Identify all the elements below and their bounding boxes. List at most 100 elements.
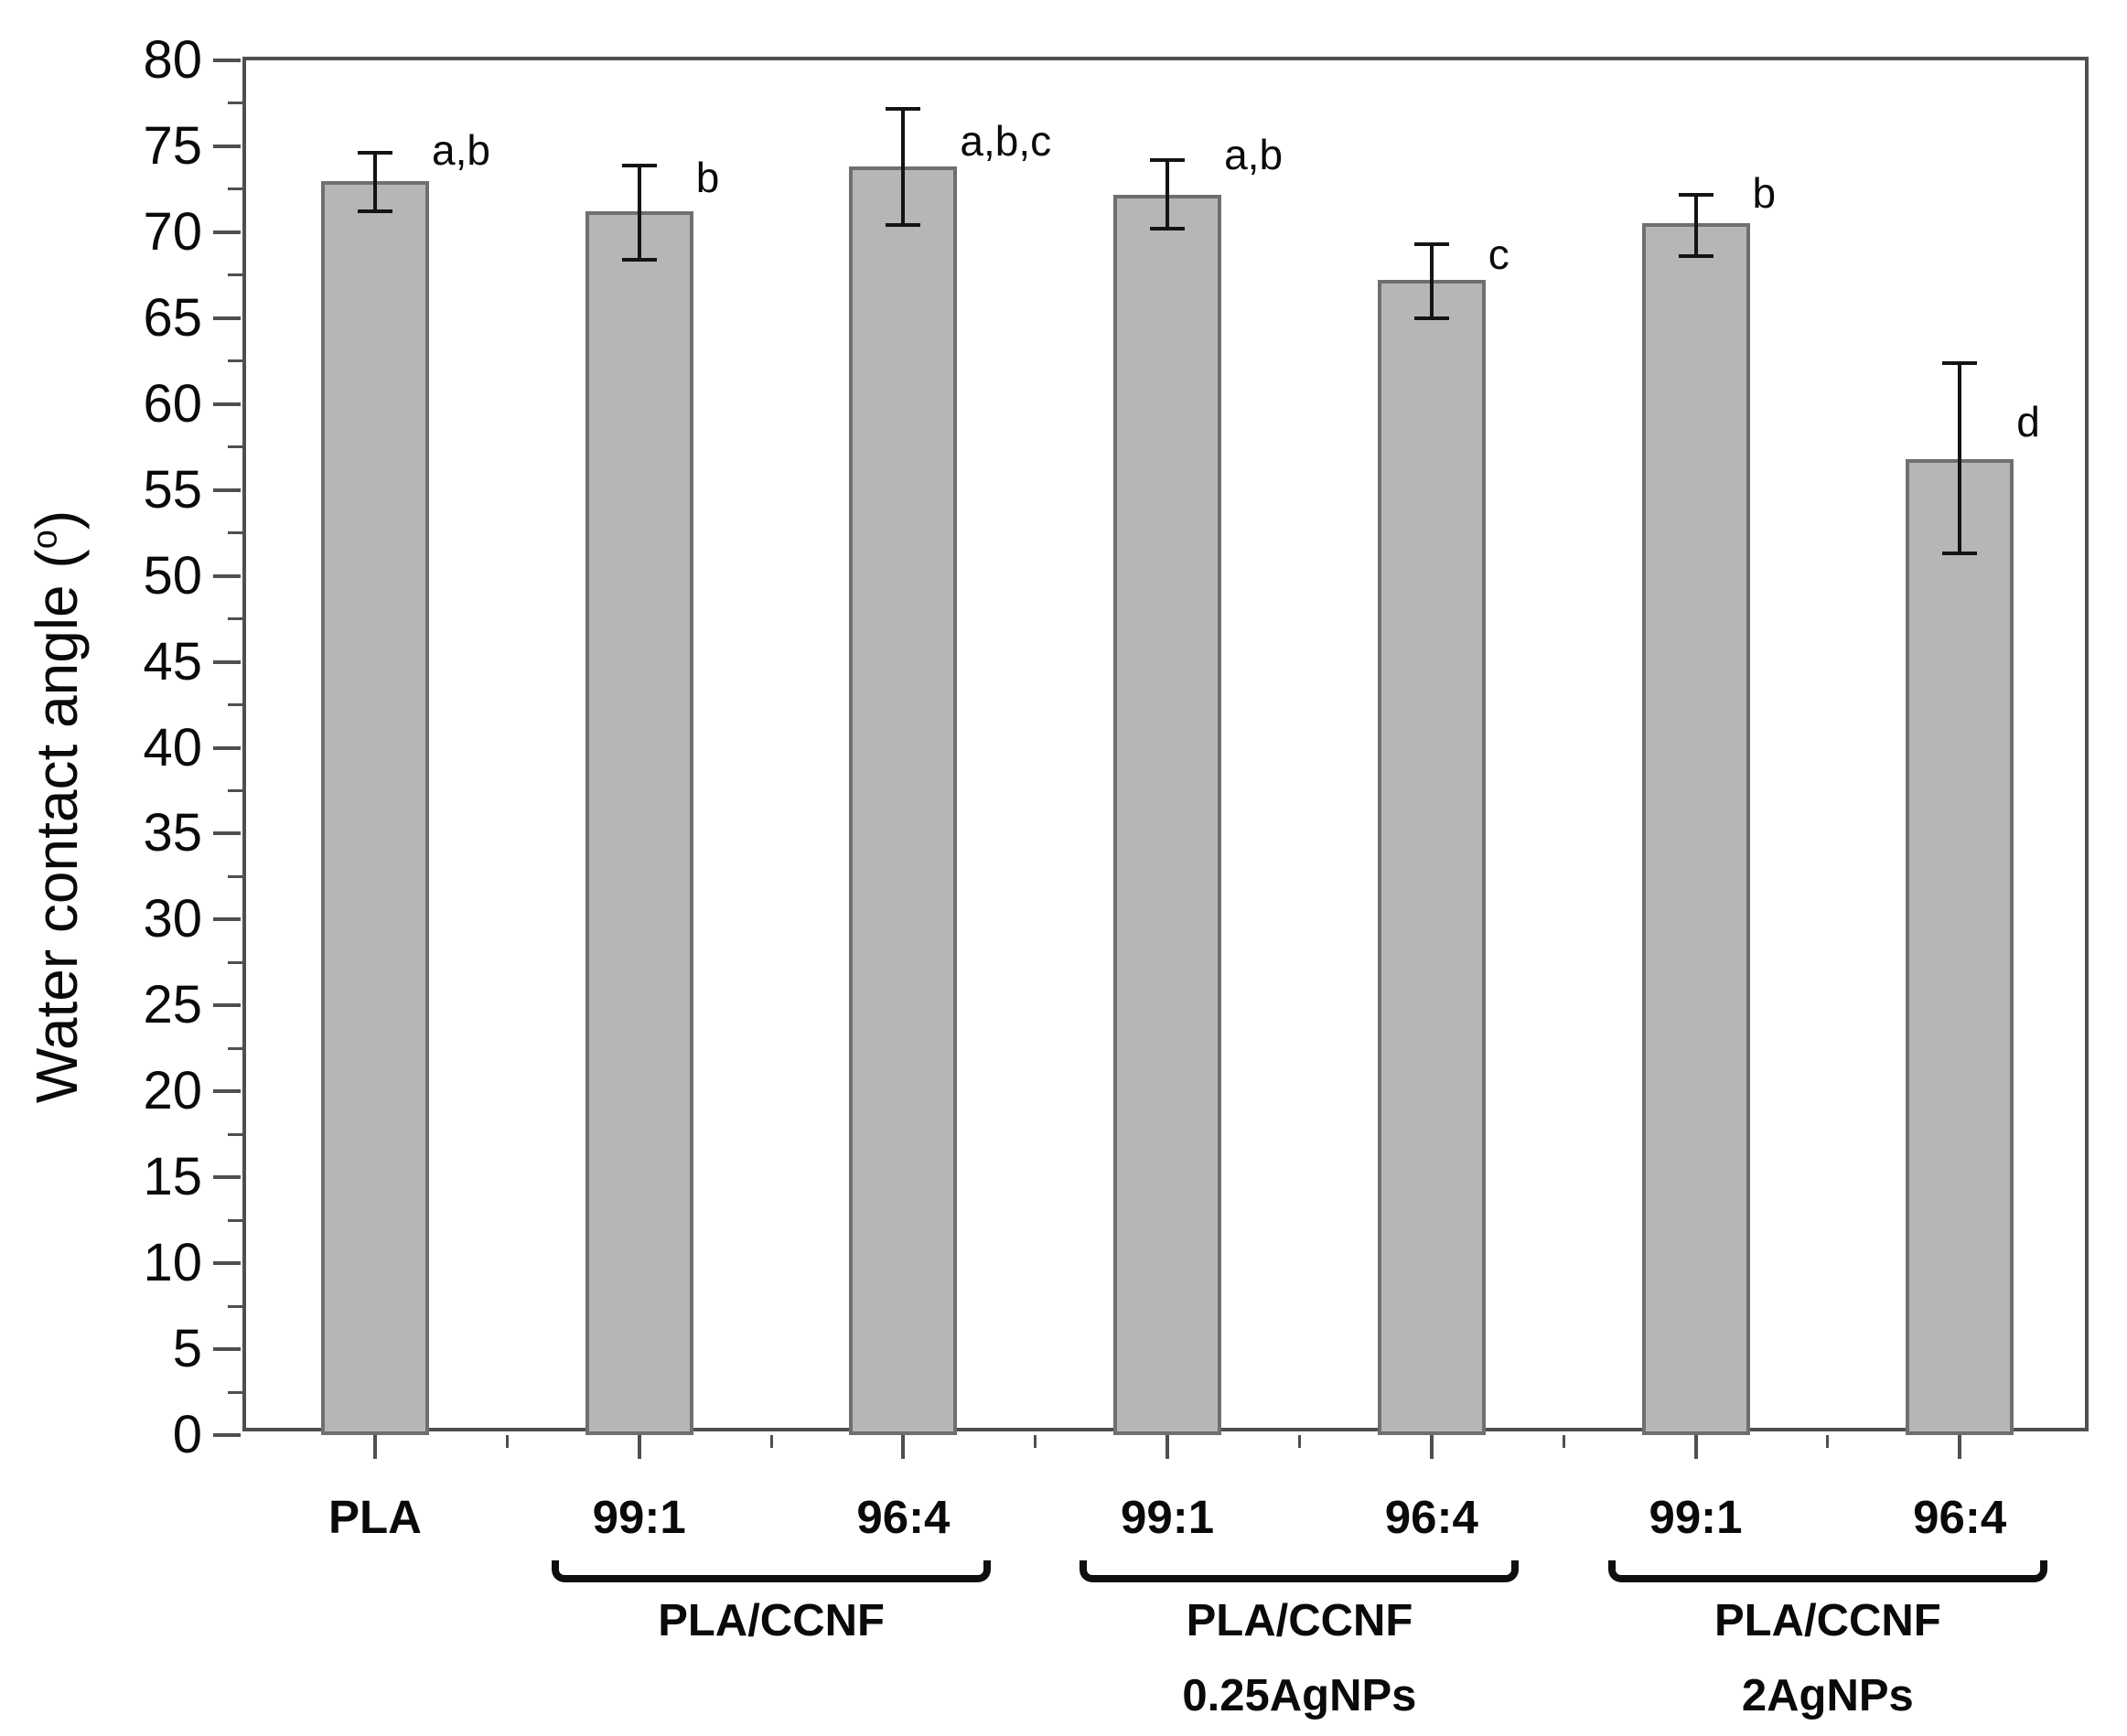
y-minor-tick xyxy=(228,1390,242,1394)
y-tick-label: 25 xyxy=(143,975,202,1035)
x-minor-tick xyxy=(1034,1435,1037,1448)
y-minor-tick xyxy=(228,703,242,707)
group-label: PLA/CCNF xyxy=(658,1596,885,1645)
x-major-tick xyxy=(1958,1435,1962,1459)
y-minor-tick xyxy=(228,531,242,535)
bar xyxy=(1377,280,1486,1435)
error-bar-cap-bottom xyxy=(1678,254,1713,259)
group-label: 0.25AgNPs xyxy=(1182,1671,1417,1720)
y-major-tick xyxy=(213,1433,241,1437)
y-major-tick xyxy=(213,745,241,750)
y-tick-label: 60 xyxy=(143,373,202,434)
group-label: 2AgNPs xyxy=(1741,1671,1914,1720)
group-label: PLA/CCNF xyxy=(1186,1596,1413,1645)
y-minor-tick xyxy=(228,102,242,105)
error-bar-line xyxy=(1958,362,1962,554)
bar xyxy=(849,166,958,1435)
x-tick-label: 96:4 xyxy=(856,1491,951,1543)
y-minor-tick xyxy=(228,188,242,191)
y-major-tick xyxy=(213,1347,241,1352)
error-bar-cap-bottom xyxy=(621,257,657,262)
error-bar-cap-top xyxy=(621,163,657,167)
y-tick-label: 40 xyxy=(143,717,202,777)
error-bar-cap-top xyxy=(1942,360,1978,365)
y-minor-tick xyxy=(228,359,242,363)
error-bar-cap-top xyxy=(1413,242,1449,247)
error-bar-cap-bottom xyxy=(1942,552,1978,556)
x-tick-label: 99:1 xyxy=(1649,1491,1743,1543)
x-major-tick xyxy=(1166,1435,1170,1459)
y-major-tick xyxy=(213,59,241,62)
y-major-tick xyxy=(213,488,241,492)
plot-area: 0 5 10 15 20 25 30 35 40 45 50 55 60 65 70 75 80 a,b PLA b 9… xyxy=(143,30,2089,1720)
error-bar-line xyxy=(1429,244,1434,318)
y-tick-label: 10 xyxy=(143,1233,202,1293)
y-major-tick xyxy=(213,1175,241,1180)
sig-label: d xyxy=(2016,397,2040,445)
bar xyxy=(585,211,693,1435)
y-minor-tick xyxy=(228,445,242,449)
y-major-tick xyxy=(213,573,241,578)
error-bar-cap-bottom xyxy=(1413,316,1449,320)
y-minor-tick xyxy=(228,617,242,621)
bar xyxy=(1641,223,1750,1435)
y-tick-label: 35 xyxy=(143,803,202,863)
y-tick-label: 45 xyxy=(143,631,202,691)
y-major-tick xyxy=(213,230,241,234)
sig-label: a,b xyxy=(432,125,490,174)
x-tick-label: PLA xyxy=(328,1491,422,1543)
x-minor-tick xyxy=(769,1435,773,1448)
y-minor-tick xyxy=(228,1046,242,1050)
error-bar-cap-bottom xyxy=(358,209,392,214)
error-bar-line xyxy=(901,108,906,226)
y-minor-tick xyxy=(228,1218,242,1222)
x-minor-tick xyxy=(1297,1435,1301,1448)
group-label: PLA/CCNF xyxy=(1713,1596,1941,1645)
error-bar-line xyxy=(637,165,641,260)
error-bar-line xyxy=(1693,194,1698,257)
sig-label: b xyxy=(695,153,720,201)
x-major-tick xyxy=(1693,1435,1698,1459)
group-bracket xyxy=(552,1560,992,1582)
y-tick-label: 80 xyxy=(143,30,202,90)
error-bar-cap-bottom xyxy=(886,223,921,228)
error-bar-cap-top xyxy=(1678,192,1713,197)
y-major-tick xyxy=(213,1089,241,1094)
y-minor-tick xyxy=(228,273,242,277)
y-tick-label: 30 xyxy=(143,889,202,949)
y-major-tick xyxy=(213,1003,241,1008)
error-bar-line xyxy=(373,153,377,212)
y-tick-label: 5 xyxy=(172,1319,202,1379)
y-minor-tick xyxy=(228,1304,242,1308)
y-major-tick xyxy=(213,659,241,664)
x-tick-label: 99:1 xyxy=(592,1491,686,1543)
sig-label: b xyxy=(1752,168,1777,217)
error-bar-cap-top xyxy=(358,151,392,155)
y-minor-tick xyxy=(228,960,242,964)
sig-label: a,b xyxy=(1224,131,1284,179)
x-tick-label: 96:4 xyxy=(1913,1491,2007,1543)
y-major-tick xyxy=(213,144,241,148)
y-major-tick xyxy=(213,316,241,320)
y-major-tick xyxy=(213,831,241,836)
bar xyxy=(1113,194,1222,1435)
y-major-tick xyxy=(213,917,241,922)
y-tick-label: 75 xyxy=(143,115,202,176)
bar xyxy=(1906,458,2014,1435)
x-tick-label: 99:1 xyxy=(1121,1491,1215,1543)
y-minor-tick xyxy=(228,788,242,792)
y-tick-label: 70 xyxy=(143,201,202,262)
error-bar-line xyxy=(1166,159,1170,230)
group-bracket xyxy=(1080,1560,1520,1582)
x-minor-tick xyxy=(505,1435,509,1448)
y-major-tick xyxy=(213,1261,241,1266)
x-major-tick xyxy=(637,1435,641,1459)
y-minor-tick xyxy=(228,874,242,878)
y-tick-label: 15 xyxy=(143,1147,202,1207)
bar xyxy=(321,180,429,1435)
y-major-tick xyxy=(213,402,241,406)
y-tick-label: 65 xyxy=(143,287,202,348)
x-major-tick xyxy=(373,1435,377,1459)
error-bar-cap-bottom xyxy=(1150,227,1186,231)
